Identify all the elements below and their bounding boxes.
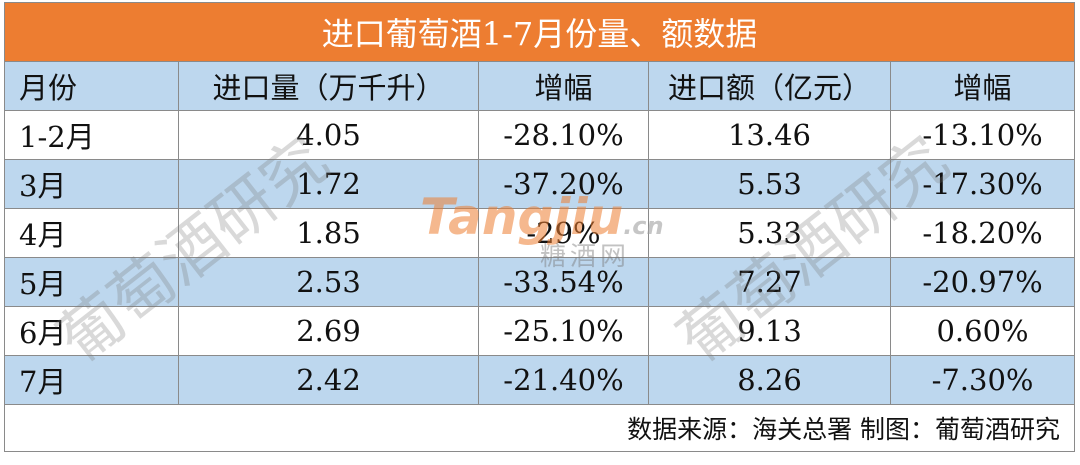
table-wrap: 进口葡萄酒1-7月份量、额数据 月份 进口量（万千升） 增幅 进口额（亿元） 增幅 1-2… <box>3 2 1076 452</box>
table-title: 进口葡萄酒1-7月份量、额数据 <box>3 2 1076 62</box>
cell: 1-2月 <box>4 110 179 160</box>
cell: 7月 <box>4 355 179 405</box>
cell: 2.42 <box>178 355 479 405</box>
cell: 进口量（万千升） <box>178 61 479 111</box>
cell: 8.26 <box>648 355 891 405</box>
cell: 1.72 <box>178 159 479 209</box>
logo-text: Tangjiu <box>420 188 624 246</box>
cell: 2.53 <box>178 257 479 307</box>
source-note: 数据来源：海关总署 制图：葡萄酒研究 <box>3 404 1076 452</box>
data-table: 进口葡萄酒1-7月份量、额数据 月份 进口量（万千升） 增幅 进口额（亿元） 增幅 1-2… <box>3 2 1076 452</box>
cell: 0.60% <box>889 306 1076 356</box>
cell: -25.10% <box>478 306 649 356</box>
cell: 5.33 <box>648 208 891 258</box>
cell: -7.30% <box>889 355 1076 405</box>
footer-row: 数据来源：海关总署 制图：葡萄酒研究 <box>3 404 1076 452</box>
header-row: 月份 进口量（万千升） 增幅 进口额（亿元） 增幅 <box>4 61 1076 111</box>
cell: -13.10% <box>889 110 1076 160</box>
cell: 9.13 <box>648 306 891 356</box>
cell: 增幅 <box>478 61 649 111</box>
data-row: 4月 1.85 -29% 5.33 -18.20% <box>4 208 1076 258</box>
cell: 5.53 <box>648 159 891 209</box>
cell: -18.20% <box>889 208 1076 258</box>
logo-suffix: .cn <box>623 212 664 240</box>
cell: 2.69 <box>178 306 479 356</box>
cell: -20.97% <box>889 257 1076 307</box>
data-row: 6月 2.69 -25.10% 9.13 0.60% <box>4 306 1076 356</box>
cell: 1.85 <box>178 208 479 258</box>
cell: -28.10% <box>478 110 649 160</box>
cell: 月份 <box>4 61 179 111</box>
cell: -29% <box>478 208 649 258</box>
data-row: 1-2月 4.05 -28.10% 13.46 -13.10% <box>4 110 1076 160</box>
logo-watermark: Tangjiu.cn <box>420 188 664 246</box>
logo-subtitle: 糖酒网 <box>540 242 631 272</box>
data-row: 7月 2.42 -21.40% 8.26 -7.30% <box>4 355 1076 405</box>
cell: 6月 <box>4 306 179 356</box>
cell: 进口额（亿元） <box>648 61 891 111</box>
cell: -21.40% <box>478 355 649 405</box>
cell: 4.05 <box>178 110 479 160</box>
cell: 13.46 <box>648 110 891 160</box>
cell: 7.27 <box>648 257 891 307</box>
data-row: 5月 2.53 -33.54% 7.27 -20.97% <box>4 257 1076 307</box>
cell: 4月 <box>4 208 179 258</box>
cell: 增幅 <box>889 61 1076 111</box>
cell: 5月 <box>4 257 179 307</box>
cell: -17.30% <box>889 159 1076 209</box>
cell: 3月 <box>4 159 179 209</box>
cell: -33.54% <box>478 257 649 307</box>
